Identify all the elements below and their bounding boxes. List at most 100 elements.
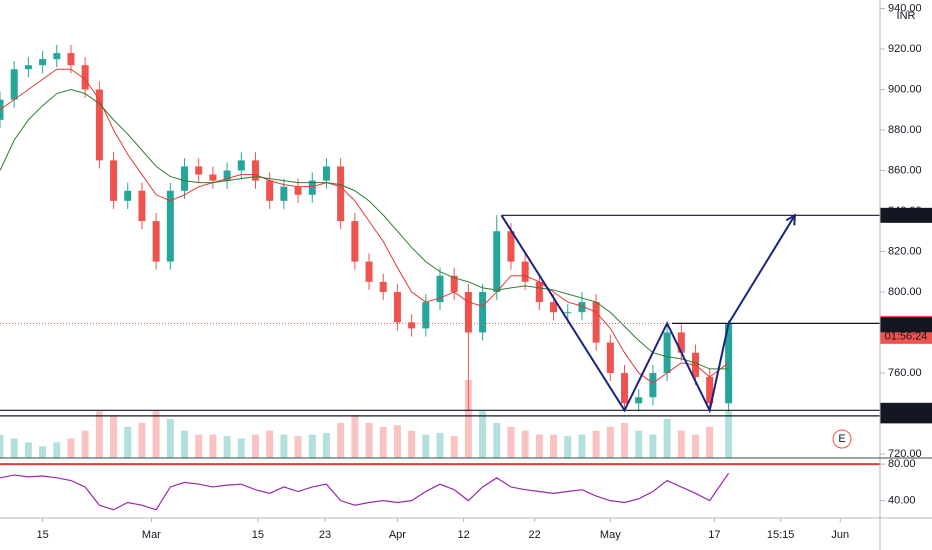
volume-bar [181, 430, 189, 458]
volume-bar [393, 425, 401, 458]
volume-bar [450, 436, 458, 458]
candle-body [138, 190, 146, 222]
volume-bar [663, 419, 671, 458]
candle-body [535, 281, 543, 303]
volume-bar [294, 436, 302, 458]
x-tick-label: May [600, 529, 621, 541]
axes: 720.00740.00760.00780.00800.00820.00840.… [36, 2, 932, 541]
volume-bar [493, 422, 501, 458]
volume-bar [110, 415, 118, 458]
rsi-line [0, 472, 730, 511]
candle-body [564, 312, 572, 314]
volume-bar [10, 438, 18, 458]
candle-body [280, 186, 288, 201]
volume-bar [81, 430, 89, 458]
volume-bar [635, 430, 643, 458]
candle-body [592, 302, 600, 343]
x-tick-label: 15:15 [767, 529, 795, 541]
volume-bar [564, 436, 572, 458]
candle-body [578, 302, 586, 313]
candle-body [635, 397, 643, 404]
volume-bar [365, 422, 373, 458]
candle-body [550, 302, 558, 313]
y-tick-label: 860.00 [888, 164, 922, 176]
volume-bar [337, 422, 345, 458]
candle-body [294, 186, 302, 195]
candle-body [337, 166, 345, 222]
volume-bar [39, 446, 47, 458]
volume-bar [166, 419, 174, 458]
y-tick-label: 800.00 [888, 286, 922, 298]
candle-body [379, 281, 387, 292]
event-marker-circle [832, 429, 852, 449]
volume-bar [706, 426, 714, 458]
x-tick-label: 12 [458, 529, 470, 541]
candle-body [266, 180, 274, 201]
price-label-box [880, 207, 932, 223]
candle-body [81, 65, 89, 90]
candle-body [322, 166, 330, 181]
candle-body [663, 332, 671, 373]
candle-body [237, 160, 245, 171]
candle-body [621, 372, 629, 404]
x-tick-label: 23 [319, 529, 331, 541]
price-label: 837.85 [889, 209, 923, 221]
candle-body [39, 59, 47, 66]
rsi-tick-label: 80.00 [888, 458, 916, 470]
volume-bar [223, 436, 231, 458]
candle-body [124, 190, 132, 201]
volume-bar [649, 434, 657, 458]
candle-body [351, 221, 359, 262]
moving-average [0, 88, 729, 370]
price-pane [0, 44, 880, 458]
volume-bar [621, 422, 629, 458]
candle-body [706, 377, 714, 404]
candle-body [677, 332, 685, 353]
event-marker: E [838, 433, 845, 445]
candle-body [166, 190, 174, 262]
x-tick-label: Apr [389, 529, 406, 541]
currency-label: INR [897, 10, 916, 22]
x-tick-label: Jun [831, 529, 849, 541]
volume-bar [351, 415, 359, 458]
volume-bar [152, 411, 160, 458]
candle-body [308, 180, 316, 195]
volume-bar [95, 411, 103, 458]
x-tick-label: 15 [252, 529, 264, 541]
candle-body [479, 291, 487, 333]
volume-bar [677, 430, 685, 458]
candle-body [195, 166, 203, 175]
candle-body [521, 261, 529, 282]
candle-body [24, 65, 32, 70]
volume-bar [408, 430, 416, 458]
candle-body [649, 372, 657, 398]
y-tick-label: 720.00 [888, 448, 922, 460]
volume-bar [479, 411, 487, 458]
candle-body [606, 342, 614, 373]
y-tick-label: 920.00 [888, 43, 922, 55]
x-tick-label: 22 [528, 529, 540, 541]
volume-bar [209, 434, 217, 458]
price-label: 783.80 [889, 319, 923, 331]
volume-bar [691, 434, 699, 458]
candle-body [507, 231, 515, 262]
trend-drawing [500, 214, 796, 414]
candle-body [436, 275, 444, 303]
candle-body [365, 261, 373, 282]
trend-arrowhead [785, 213, 796, 226]
y-tick-label: 900.00 [888, 83, 922, 95]
candle-body [110, 160, 118, 201]
volume-bar [266, 430, 274, 458]
volume-bar [464, 380, 472, 458]
candle-body [67, 53, 75, 66]
volume-bar [24, 442, 32, 458]
candle-body [10, 69, 18, 100]
x-tick-label: 15 [36, 529, 48, 541]
candle-body [493, 231, 501, 292]
x-tick-label: 17 [708, 529, 720, 541]
volume-bar [578, 434, 586, 458]
volume-bar [379, 426, 387, 458]
candle-body [181, 166, 189, 191]
candle-body [209, 174, 217, 181]
